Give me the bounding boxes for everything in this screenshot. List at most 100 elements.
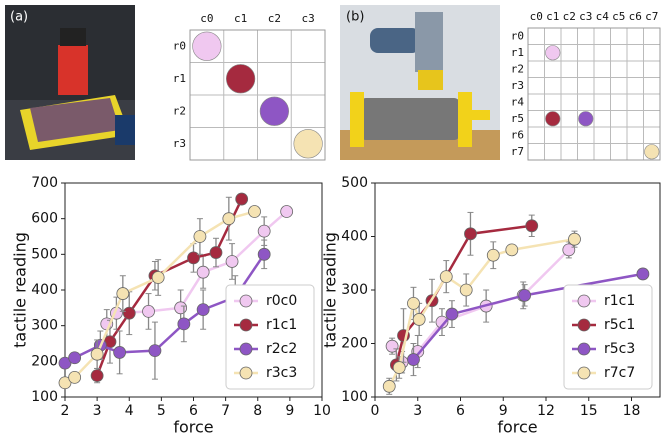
data-point bbox=[196, 265, 210, 279]
data-point bbox=[174, 301, 188, 315]
panel-label: (a) bbox=[10, 10, 28, 25]
col-label: c7 bbox=[645, 10, 658, 23]
data-point bbox=[568, 232, 581, 246]
x-tick-label: 9 bbox=[499, 403, 508, 419]
row-label: r2 bbox=[173, 104, 186, 117]
row-label: r7 bbox=[511, 145, 524, 158]
y-tick-label: 400 bbox=[31, 282, 58, 298]
data-point bbox=[435, 315, 449, 329]
data-point bbox=[222, 212, 236, 226]
legend-box bbox=[563, 284, 653, 390]
grid-border bbox=[527, 27, 661, 161]
col-label: c0 bbox=[530, 10, 543, 23]
legend-marker bbox=[239, 294, 253, 308]
x-axis-label: force bbox=[497, 418, 537, 436]
data-point bbox=[116, 287, 130, 300]
data-point bbox=[636, 267, 650, 281]
x-tick-label: 3 bbox=[93, 403, 102, 419]
data-point bbox=[225, 255, 239, 268]
taxel-dot bbox=[578, 111, 594, 127]
taxel-dot bbox=[545, 45, 561, 61]
legend-marker bbox=[239, 366, 253, 380]
data-point bbox=[68, 370, 82, 384]
data-point bbox=[209, 246, 223, 259]
data-point bbox=[464, 227, 477, 241]
y-tick-label: 200 bbox=[31, 353, 58, 369]
data-point bbox=[407, 296, 420, 310]
legend-label: r0c0 bbox=[266, 293, 297, 309]
x-tick-label: 5 bbox=[157, 403, 166, 419]
legend-marker bbox=[577, 342, 591, 356]
col-label: c3 bbox=[579, 10, 592, 23]
x-tick-label: 12 bbox=[537, 403, 555, 419]
y-tick-label: 400 bbox=[341, 229, 368, 245]
row-label: r0 bbox=[173, 39, 186, 52]
legend-label: r1c1 bbox=[604, 293, 635, 309]
y-axis-label: tactile reading bbox=[11, 232, 30, 348]
legend-marker bbox=[577, 294, 591, 308]
taxel-dot bbox=[192, 31, 222, 61]
photo-a bbox=[5, 5, 135, 160]
data-point bbox=[412, 313, 426, 326]
taxel-dot bbox=[545, 111, 561, 127]
y-tick-label: 300 bbox=[341, 282, 368, 298]
y-tick-label: 700 bbox=[31, 175, 58, 191]
data-point bbox=[248, 205, 261, 218]
legend-label: r3c3 bbox=[266, 365, 297, 381]
legend-label: r2c2 bbox=[266, 341, 297, 357]
row-label: r4 bbox=[511, 95, 525, 108]
legend-label: r1c1 bbox=[266, 317, 297, 333]
x-tick-label: 8 bbox=[253, 403, 262, 419]
x-tick-label: 3 bbox=[413, 403, 422, 419]
data-point bbox=[68, 351, 82, 365]
legend-box bbox=[225, 284, 315, 390]
y-tick-label: 200 bbox=[341, 336, 368, 352]
data-point bbox=[177, 317, 191, 331]
data-point bbox=[90, 369, 104, 383]
col-label: c4 bbox=[596, 10, 610, 23]
data-point bbox=[58, 356, 72, 370]
row-label: r1 bbox=[173, 72, 186, 85]
y-tick-label: 100 bbox=[341, 389, 368, 405]
data-point bbox=[148, 344, 162, 358]
col-label: c2 bbox=[268, 12, 281, 25]
x-tick-label: 6 bbox=[456, 403, 465, 419]
x-tick-label: 18 bbox=[623, 403, 641, 419]
row-label: r5 bbox=[511, 112, 524, 125]
data-point bbox=[122, 306, 136, 320]
x-tick-label: 4 bbox=[125, 403, 134, 419]
data-point bbox=[280, 205, 294, 218]
data-point bbox=[525, 219, 539, 233]
data-point bbox=[445, 307, 459, 321]
data-point bbox=[196, 303, 210, 317]
legend-marker bbox=[239, 342, 253, 356]
row-label: r3 bbox=[173, 137, 186, 150]
x-tick-label: 7 bbox=[221, 403, 230, 419]
photo-b bbox=[340, 5, 500, 160]
row-label: r0 bbox=[511, 29, 524, 42]
data-point bbox=[486, 248, 500, 262]
row-label: r3 bbox=[511, 79, 524, 92]
col-label: c6 bbox=[629, 10, 642, 23]
taxel-dot bbox=[226, 64, 256, 94]
grid-border bbox=[189, 29, 326, 161]
legend-marker bbox=[577, 318, 591, 332]
col-label: c2 bbox=[563, 10, 576, 23]
taxel-dot bbox=[644, 144, 660, 160]
x-tick-label: 9 bbox=[285, 403, 294, 419]
data-point bbox=[151, 271, 165, 284]
data-point bbox=[562, 243, 576, 257]
data-point bbox=[235, 192, 249, 206]
data-point bbox=[392, 361, 406, 374]
y-axis-label: tactile reading bbox=[321, 232, 340, 348]
data-point bbox=[90, 347, 104, 361]
row-label: r2 bbox=[511, 62, 524, 75]
col-label: c0 bbox=[200, 12, 213, 25]
row-label: r6 bbox=[511, 128, 524, 141]
legend-label: r5c3 bbox=[604, 341, 635, 357]
taxel-dot bbox=[293, 129, 323, 159]
data-point bbox=[257, 247, 271, 261]
x-tick-label: 6 bbox=[189, 403, 198, 419]
row-label: r1 bbox=[511, 46, 524, 59]
x-tick-label: 0 bbox=[371, 403, 380, 419]
